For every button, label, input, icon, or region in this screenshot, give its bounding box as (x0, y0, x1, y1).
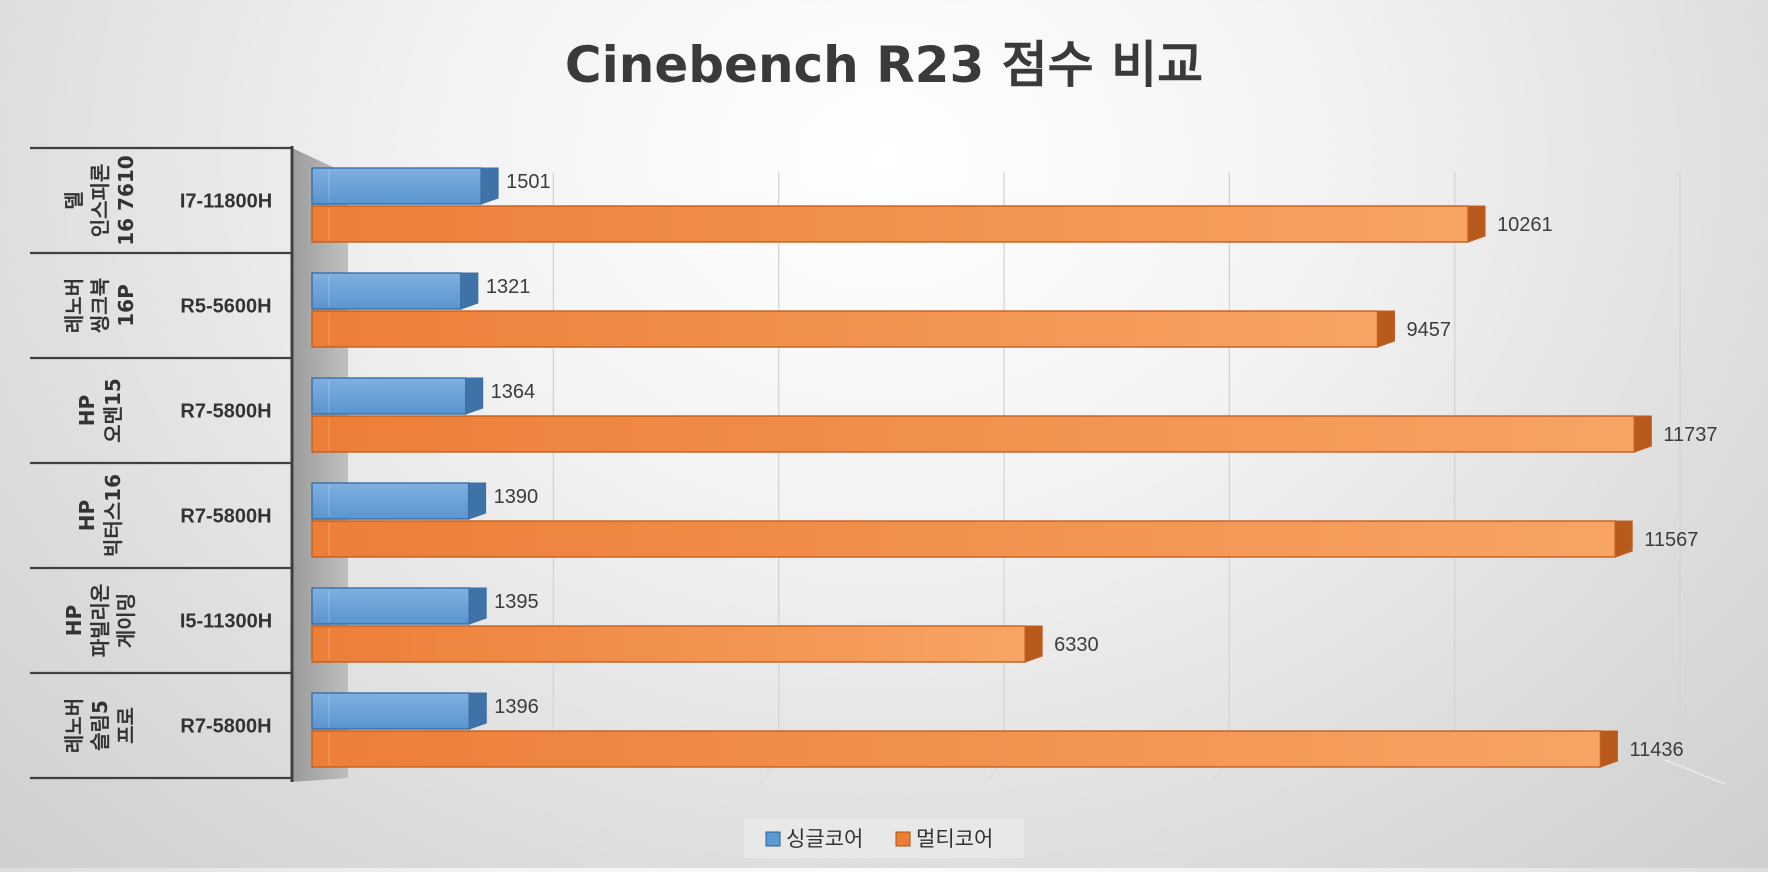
data-label-single: 1321 (486, 276, 530, 298)
category-group-line: 인스피론 (88, 164, 112, 238)
category-group-label: HP 오멘15 (75, 378, 125, 443)
bar-single (311, 692, 487, 730)
category-group-line: HP (62, 605, 86, 636)
bar-single (311, 272, 479, 310)
bar-multi-front (311, 520, 1616, 558)
category-group-line: 16P (114, 284, 138, 327)
bar-multi (311, 415, 1652, 453)
bar-multi-front (311, 730, 1602, 768)
category-group-line: 빅터스16 (101, 474, 125, 557)
bar-multi (311, 625, 1043, 663)
bar-single-front (311, 692, 470, 730)
data-label-multi: 10261 (1497, 214, 1553, 236)
bar-single (311, 482, 487, 520)
data-label-multi: 6330 (1054, 634, 1099, 656)
legend-label: 멀티코어 (916, 827, 993, 851)
bar-multi-side (1024, 625, 1043, 663)
data-label-single: 1395 (494, 591, 539, 613)
bar-multi-side (1614, 520, 1633, 558)
depth-wall (292, 148, 348, 782)
category-cpu-label: I7-11800H (180, 191, 272, 213)
bar-multi (311, 730, 1618, 768)
category-group-line: 게이밍 (114, 593, 138, 648)
category-cpu-label: R7-5800H (180, 506, 271, 528)
bar-single-side (468, 482, 487, 520)
category-group-line: 씽크북 (88, 278, 112, 333)
bar-single-side (480, 167, 499, 205)
bar-single (311, 377, 484, 415)
category-group-line: 레노버 (62, 698, 86, 753)
data-label-multi: 11567 (1644, 529, 1698, 551)
floor-edge (1664, 759, 1726, 785)
category-cpu-label: R7-5800H (180, 716, 271, 738)
bar-multi (311, 205, 1486, 243)
category-group-label: HP 빅터스16 (75, 474, 125, 557)
chart-title: Cinebench R23 점수 비교 (565, 36, 1203, 94)
category-group-line: 16 7610 (114, 155, 138, 245)
category-group-label: 델 인스피론 16 7610 (62, 155, 138, 245)
data-label-single: 1501 (506, 171, 551, 193)
bar-multi-front (311, 625, 1026, 663)
category-cpu-label: R5-5600H (180, 296, 271, 318)
data-label-multi: 11436 (1629, 739, 1683, 761)
bar-multi-front (311, 310, 1379, 348)
category-group-line: HP (75, 395, 99, 426)
category-group-line: 슬림5 (88, 700, 112, 751)
legend-box (744, 818, 1024, 858)
bar-multi-front (311, 205, 1469, 243)
category-group-line: 파빌리온 (88, 584, 112, 658)
category-group-line: 프로 (114, 707, 138, 744)
bar-multi-front (311, 415, 1636, 453)
bar-single-side (465, 377, 484, 415)
bar-single (311, 587, 487, 625)
bar-single-front (311, 587, 470, 625)
bar-single-side (460, 272, 479, 310)
data-label-multi: 11737 (1663, 424, 1717, 446)
bar-multi (311, 520, 1633, 558)
bar-single-front (311, 272, 462, 310)
category-cpu-label: R7-5800H (180, 401, 271, 423)
bar-single-front (311, 377, 467, 415)
category-cpu-label: I5-11300H (180, 611, 272, 633)
legend-swatch (765, 831, 781, 847)
data-label-single: 1364 (491, 381, 536, 403)
gridline-floor (1661, 759, 1681, 783)
bar-single-front (311, 167, 482, 205)
category-group-line: 델 (62, 191, 86, 209)
data-label-multi: 9457 (1406, 319, 1451, 341)
bar-single-side (468, 692, 487, 730)
bar-multi-side (1376, 310, 1395, 348)
bar-multi-side (1633, 415, 1652, 453)
bar-single (311, 167, 499, 205)
category-group-line: 오멘15 (101, 378, 125, 443)
data-label-single: 1390 (494, 486, 539, 508)
category-group-label: HP 파빌리온 게이밍 (62, 584, 138, 658)
bar-single-front (311, 482, 470, 520)
bar-single-side (468, 587, 487, 625)
category-group-label: 레노버 슬림5 프로 (62, 698, 138, 753)
bar-multi-side (1599, 730, 1618, 768)
category-group-line: 레노버 (62, 278, 86, 333)
data-label-single: 1396 (494, 696, 539, 718)
bar-multi-side (1467, 205, 1486, 243)
legend-label: 싱글코어 (786, 827, 863, 851)
category-group-label: 레노버 씽크북 16P (62, 278, 138, 333)
legend-swatch (895, 831, 911, 847)
bar-multi (311, 310, 1395, 348)
category-group-line: HP (75, 500, 99, 531)
